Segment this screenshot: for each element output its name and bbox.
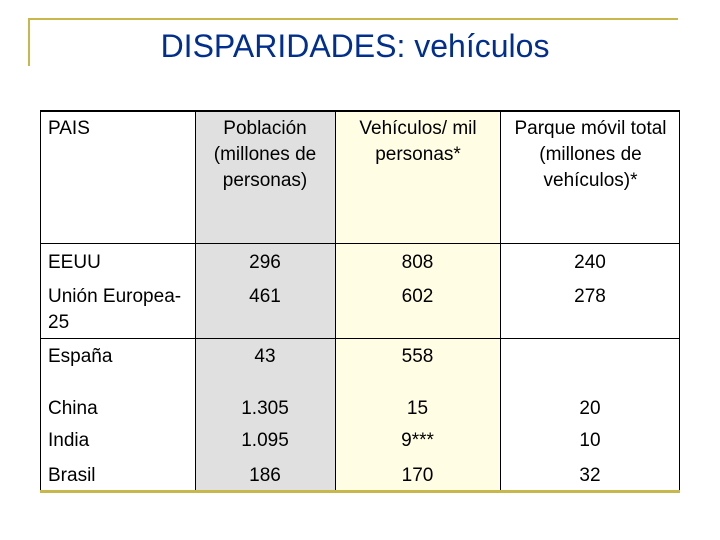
vehicles-per-thousand-value: 808 — [401, 252, 434, 273]
country-name: Unión Europea-25 — [48, 286, 182, 333]
data-table: PAIS Población (millones de personas) Ve… — [40, 110, 680, 492]
row-divider — [40, 338, 680, 339]
column-divider — [335, 110, 336, 492]
country-name: China — [48, 398, 98, 419]
country-name: India — [48, 430, 90, 451]
column-divider — [195, 110, 196, 492]
population-value: 43 — [254, 346, 276, 367]
bottom-accent-line — [40, 490, 680, 493]
vehicles-per-thousand-value: 15 — [406, 398, 429, 419]
population-value: 1.095 — [241, 430, 289, 451]
fleet-total-value: 10 — [579, 430, 601, 451]
population-column-bg — [195, 110, 335, 492]
vehicles-per-thousand-value: 602 — [401, 286, 434, 307]
country-name: EEUU — [48, 252, 101, 273]
fleet-total-value: 278 — [574, 286, 606, 307]
population-value: 186 — [249, 465, 281, 486]
population-value: 461 — [249, 286, 281, 307]
vehicles-per-thousand-value: 170 — [401, 465, 434, 486]
title-frame-left — [28, 18, 30, 66]
population-value: 296 — [249, 252, 281, 273]
header-pais: PAIS — [48, 118, 90, 139]
vehicles-per-thousand-value: 558 — [401, 346, 434, 367]
slide-title: DISPARIDADES: vehículos — [160, 28, 550, 64]
fleet-total-value: 32 — [579, 465, 601, 486]
header-vehiculos: Vehículos/ mil personas* — [359, 118, 477, 165]
table-top-border — [40, 110, 680, 112]
country-name: España — [48, 346, 113, 367]
vehicles-column-bg — [335, 110, 500, 492]
header-divider — [40, 243, 680, 244]
column-divider — [500, 110, 501, 492]
vehicles-per-thousand-value: 9*** — [401, 430, 434, 451]
fleet-total-value: 20 — [579, 398, 601, 419]
country-name: Brasil — [48, 465, 96, 486]
fleet-total-value: 240 — [574, 252, 606, 273]
table-left-border — [40, 110, 41, 492]
table-right-border — [679, 110, 680, 492]
title-frame-top — [28, 18, 678, 20]
header-poblacion: Población (millones de personas) — [213, 118, 317, 191]
header-parque: Parque móvil total (millones de vehículo… — [514, 118, 667, 191]
population-value: 1.305 — [241, 398, 289, 419]
